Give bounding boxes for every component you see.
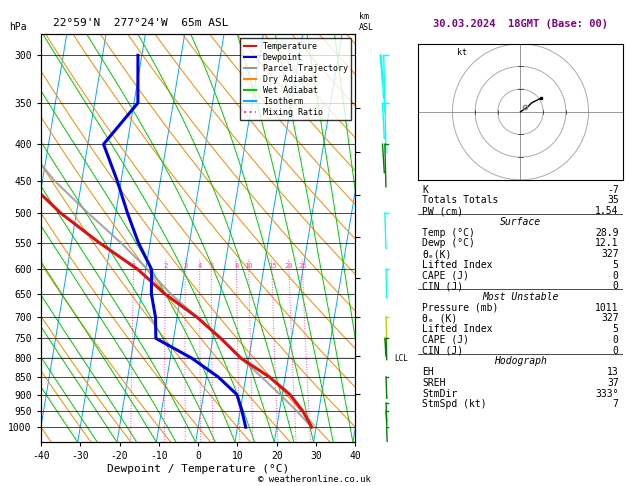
Text: 28.9: 28.9 (595, 227, 619, 238)
Text: K: K (423, 185, 428, 195)
Text: 4: 4 (198, 263, 202, 269)
Text: Dewp (°C): Dewp (°C) (423, 238, 476, 248)
Text: Pressure (mb): Pressure (mb) (423, 303, 499, 312)
Text: 12.1: 12.1 (595, 238, 619, 248)
Text: 5: 5 (613, 324, 619, 334)
Text: 5: 5 (209, 263, 213, 269)
Text: 327: 327 (601, 249, 619, 259)
Text: SREH: SREH (423, 378, 446, 388)
Text: 5: 5 (613, 260, 619, 270)
Text: 35: 35 (607, 195, 619, 206)
Text: StmSpd (kt): StmSpd (kt) (423, 399, 487, 409)
Text: Most Unstable: Most Unstable (482, 292, 559, 302)
Text: Lifted Index: Lifted Index (423, 324, 493, 334)
Text: kt: kt (457, 48, 467, 57)
Text: © weatheronline.co.uk: © weatheronline.co.uk (258, 474, 371, 484)
Text: 8: 8 (234, 263, 238, 269)
Text: 327: 327 (601, 313, 619, 324)
Text: 25: 25 (298, 263, 307, 269)
Text: 1011: 1011 (595, 303, 619, 312)
Text: Temp (°C): Temp (°C) (423, 227, 476, 238)
X-axis label: Dewpoint / Temperature (°C): Dewpoint / Temperature (°C) (107, 464, 289, 474)
Text: 0: 0 (613, 346, 619, 356)
Text: CAPE (J): CAPE (J) (423, 335, 469, 345)
Text: Totals Totals: Totals Totals (423, 195, 499, 206)
Text: 7: 7 (613, 399, 619, 409)
Text: CIN (J): CIN (J) (423, 346, 464, 356)
Text: Surface: Surface (500, 217, 541, 227)
Text: km
ASL: km ASL (359, 12, 374, 32)
Text: 0: 0 (613, 271, 619, 280)
Text: Hodograph: Hodograph (494, 356, 547, 366)
Text: 0: 0 (613, 281, 619, 291)
Text: 333°: 333° (595, 389, 619, 399)
Text: Lifted Index: Lifted Index (423, 260, 493, 270)
Text: 22°59'N  277°24'W  65m ASL: 22°59'N 277°24'W 65m ASL (53, 18, 229, 28)
Text: 13: 13 (607, 367, 619, 377)
Text: θₑ (K): θₑ (K) (423, 313, 458, 324)
Text: 1: 1 (131, 263, 136, 269)
Text: θₑ(K): θₑ(K) (423, 249, 452, 259)
Text: 0: 0 (613, 335, 619, 345)
Legend: Temperature, Dewpoint, Parcel Trajectory, Dry Adiabat, Wet Adiabat, Isotherm, Mi: Temperature, Dewpoint, Parcel Trajectory… (240, 38, 351, 121)
Text: hPa: hPa (9, 21, 27, 32)
Text: EH: EH (423, 367, 434, 377)
Text: CAPE (J): CAPE (J) (423, 271, 469, 280)
Text: -7: -7 (607, 185, 619, 195)
Text: 15: 15 (268, 263, 276, 269)
Text: 1.54: 1.54 (595, 206, 619, 216)
Text: 30.03.2024  18GMT (Base: 00): 30.03.2024 18GMT (Base: 00) (433, 19, 608, 29)
Text: 3: 3 (183, 263, 187, 269)
Text: StmDir: StmDir (423, 389, 458, 399)
Text: CIN (J): CIN (J) (423, 281, 464, 291)
Text: 10: 10 (245, 263, 253, 269)
Text: PW (cm): PW (cm) (423, 206, 464, 216)
Y-axis label: Mixing Ratio (g/kg): Mixing Ratio (g/kg) (375, 182, 385, 294)
Text: 37: 37 (607, 378, 619, 388)
Text: 2: 2 (164, 263, 168, 269)
Text: 20: 20 (285, 263, 293, 269)
Text: LCL: LCL (394, 354, 408, 363)
